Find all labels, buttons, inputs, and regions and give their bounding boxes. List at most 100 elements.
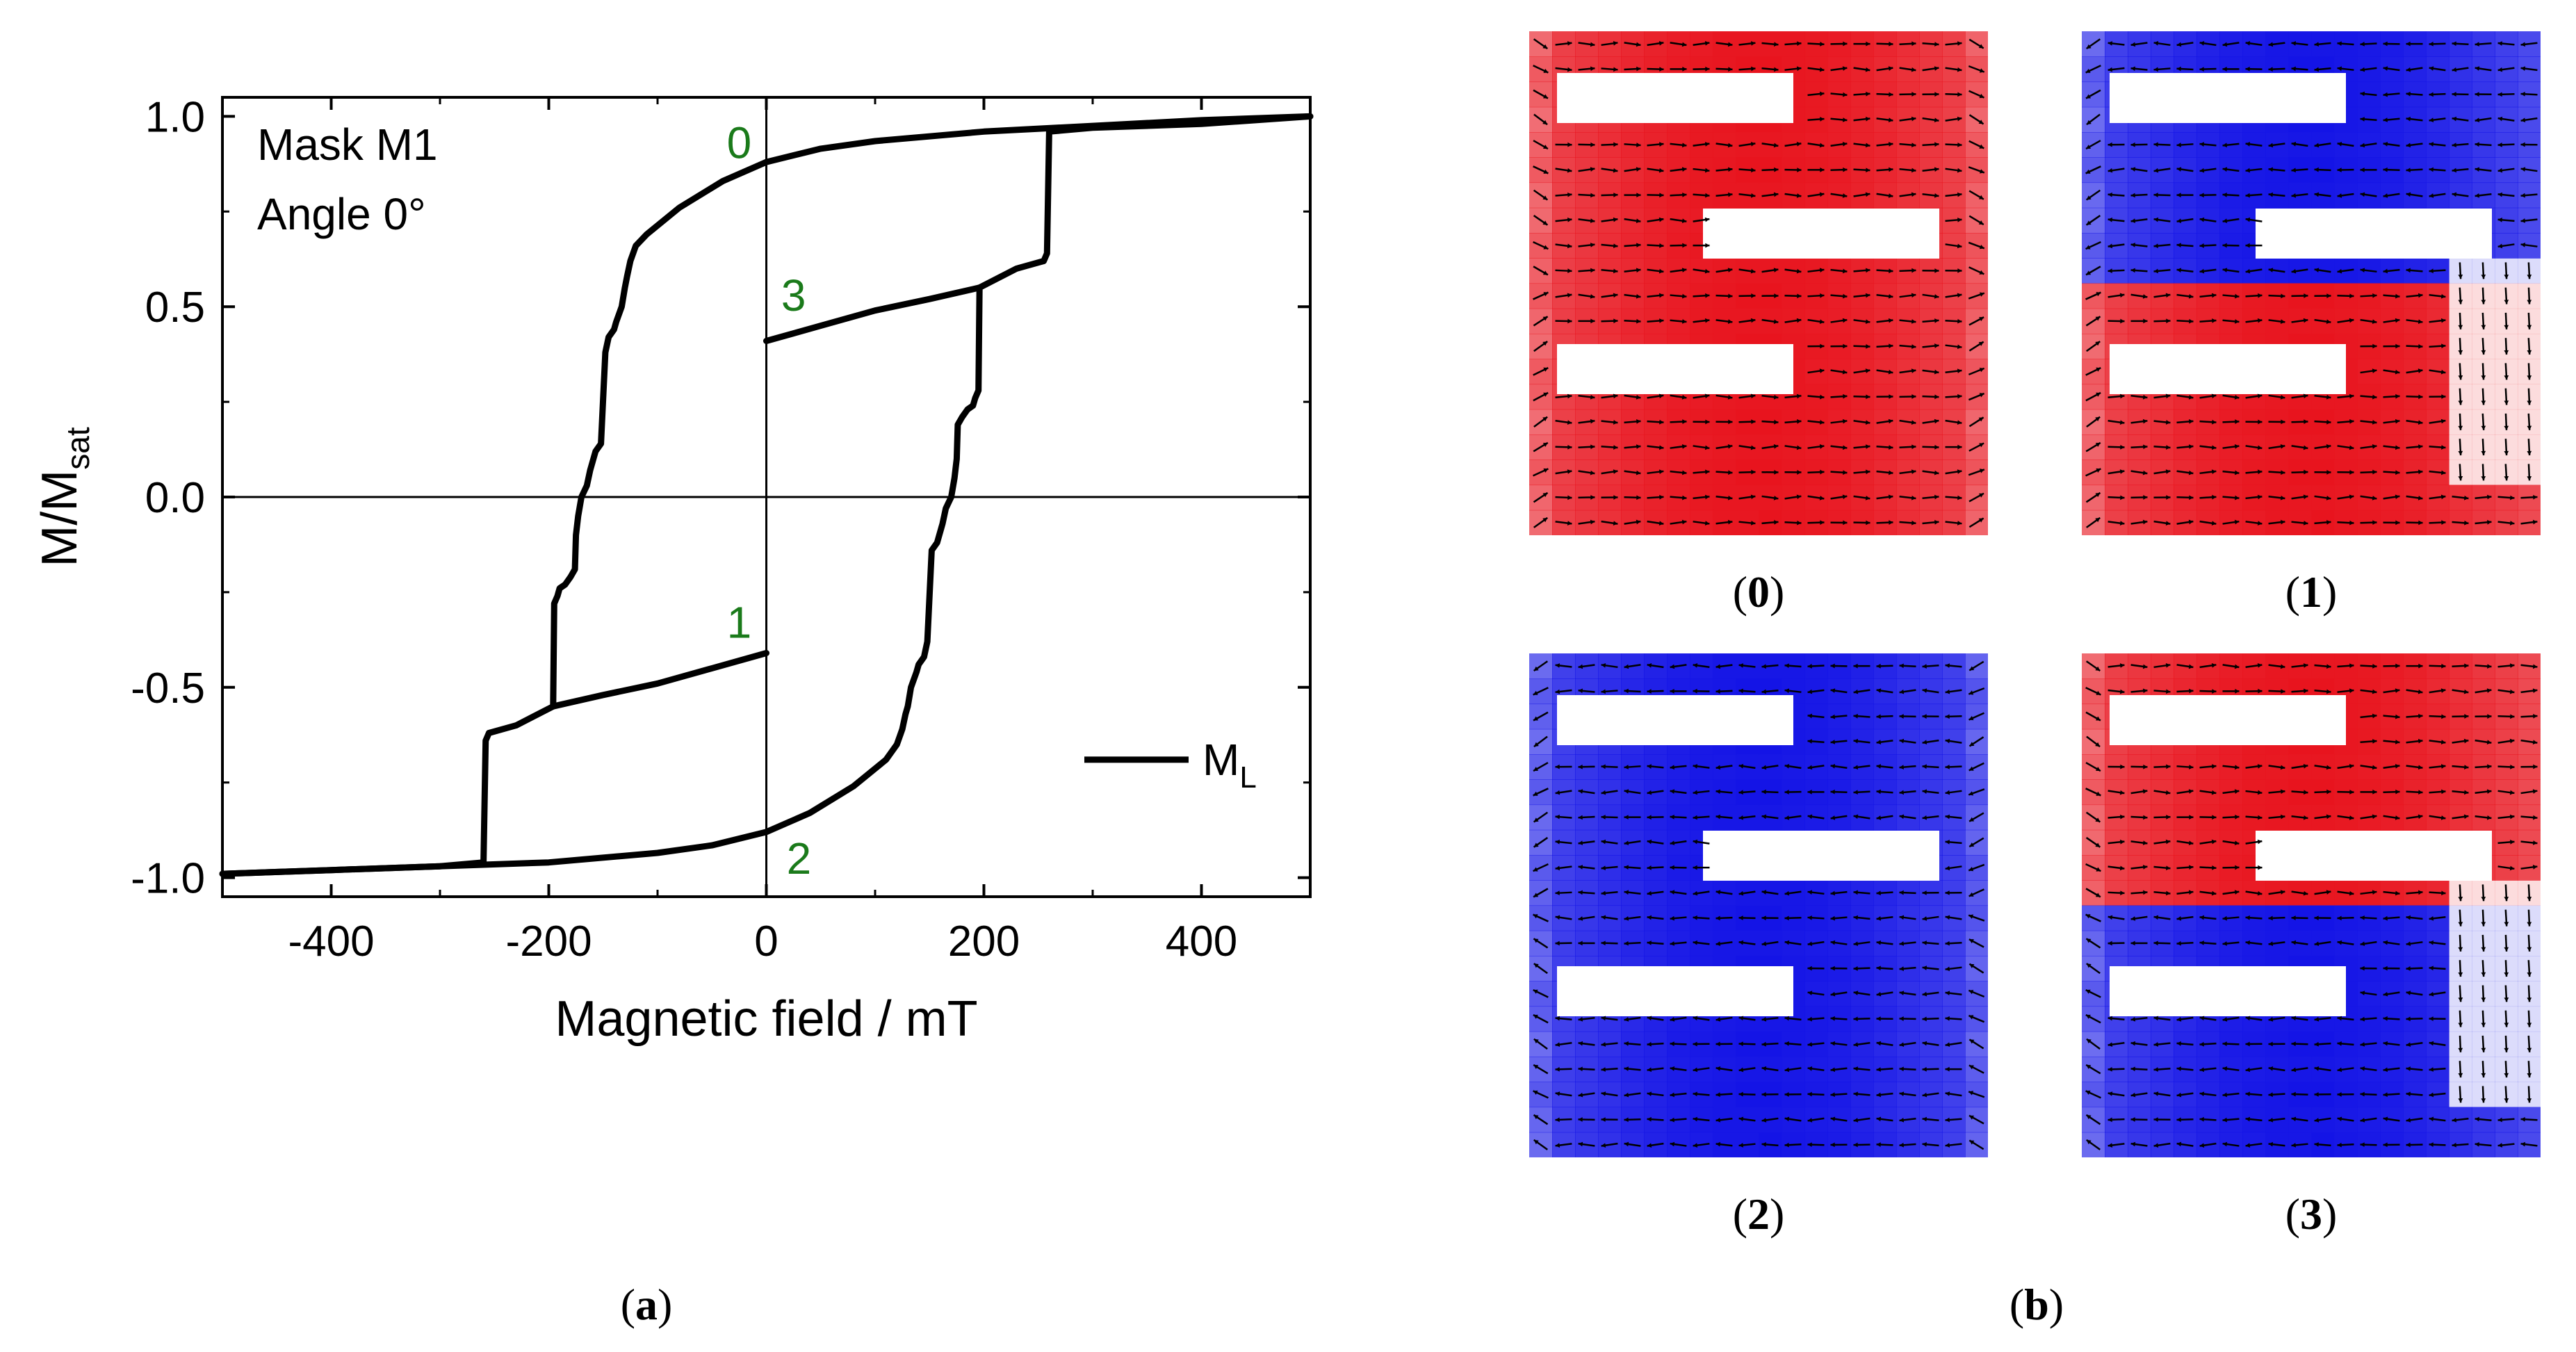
magnetization-arrowhead (2211, 839, 2217, 845)
magnetization-arrowhead (1601, 1067, 1606, 1072)
magnetization-arrowhead (2095, 341, 2101, 346)
magnetization-arrowhead (2176, 268, 2182, 273)
magnetization-arrowhead (2176, 1141, 2182, 1147)
magnetization-arrowhead (1624, 765, 1629, 769)
micromagnetic-panel-2 (1529, 653, 1988, 1157)
magnetization-arrowhead (1945, 1066, 1950, 1072)
magnetization-arrowhead (1978, 44, 1984, 49)
magnetization-arrowhead (2245, 217, 2251, 222)
magnetization-arrowhead (1624, 1041, 1629, 1046)
magnetization-arrowhead (2372, 394, 2377, 400)
magnetization-arrowhead (1647, 815, 1652, 820)
magnetization-arrowhead (1533, 963, 1539, 968)
magnetization-arrowhead (2257, 445, 2263, 450)
magnetization-arrowhead (2108, 142, 2112, 147)
magnetization-arrowhead (1979, 368, 1984, 373)
nonmagnetic-hole (1703, 831, 1939, 881)
magnetization-arrowhead (1853, 1142, 1858, 1148)
magnetization-arrowhead (1751, 419, 1756, 425)
magnetization-arrowhead (1728, 293, 1733, 299)
magnetization-arrowhead (2487, 520, 2492, 525)
magnetization-arrowhead (1773, 443, 1779, 449)
magnetization-arrowhead (2395, 740, 2400, 744)
magnetization-arrowhead (2291, 193, 2297, 198)
magnetization-arrowhead (1945, 915, 1950, 920)
magnetization-arrowhead (2153, 1016, 2159, 1021)
magnetization-arrowhead (2153, 1117, 2158, 1122)
magnetization-arrowhead (1853, 915, 1859, 920)
magnetization-arrowhead (1542, 220, 1548, 225)
magnetization-arrowhead (1876, 764, 1882, 769)
magnetization-arrowhead (2130, 916, 2136, 921)
magnetization-arrowhead (2119, 521, 2125, 526)
magnetization-arrowhead (1969, 842, 1975, 847)
magnetization-arrowhead (1601, 815, 1606, 820)
magnetization-arrowhead (1774, 470, 1779, 475)
magnetization-arrowhead (1738, 763, 1744, 769)
magnetization-arrowhead (2245, 1143, 2251, 1148)
magnetization-arrowhead (1784, 890, 1790, 896)
magnetization-arrowhead (1796, 393, 1802, 399)
magnetization-arrowhead (2326, 814, 2331, 820)
magnetization-arrowhead (1865, 368, 1870, 373)
magnetization-arrowhead (2291, 915, 2296, 920)
magnetization-arrowhead (1681, 142, 1687, 148)
magnetization-arrowhead (2504, 325, 2509, 329)
magnetization-arrowhead (1796, 494, 1802, 500)
magnetization-arrowhead (1705, 469, 1710, 475)
magnetization-arrowhead (1842, 494, 1848, 500)
magnetization-arrowhead (1542, 120, 1548, 125)
magnetization-arrowhead (1922, 916, 1927, 921)
magnetization-arrowhead (2096, 690, 2101, 695)
magnetization-arrowhead (2258, 469, 2263, 475)
magnetization-arrowhead (2291, 41, 2297, 46)
magnetization-arrowhead (1555, 1143, 1560, 1148)
magnetization-arrowhead (1957, 318, 1962, 324)
magnetization-arrowhead (2314, 1066, 2320, 1071)
nonmagnetic-hole (1557, 966, 1793, 1016)
magnetization-arrowhead (1533, 842, 1539, 847)
magnetization-arrowhead (2268, 1066, 2274, 1071)
magnetization-arrowhead (1543, 392, 1549, 397)
magnetization-arrowhead (1704, 142, 1710, 147)
magnetization-arrowhead (1979, 317, 1984, 322)
magnetization-arrowhead (1624, 890, 1629, 895)
magnetization-arrowhead (2095, 666, 2101, 671)
point-label-2: 2 (787, 833, 812, 883)
magnetization-arrowhead (2349, 763, 2354, 769)
magnetization-arrowhead (1830, 1142, 1835, 1148)
magnetization-arrowhead (1636, 294, 1641, 299)
magnetization-arrowhead (1601, 689, 1606, 694)
magnetization-arrowhead (1889, 445, 1893, 450)
magnetization-arrowhead (2176, 1041, 2181, 1046)
magnetization-arrowhead (1738, 663, 1744, 668)
magnetization-arrowhead (1876, 688, 1882, 693)
magnetization-arrowhead (2291, 1116, 2297, 1122)
magnetization-arrowhead (2527, 325, 2532, 329)
magnetization-arrowhead (2268, 142, 2274, 148)
magnetization-arrowhead (1659, 142, 1664, 147)
magnetization-arrowhead (2481, 450, 2486, 456)
magnetization-arrowhead (1658, 168, 1664, 173)
magnetization-arrowhead (1578, 840, 1583, 845)
magnetization-arrowhead (1876, 915, 1882, 921)
magnetization-arrowhead (1945, 890, 1950, 895)
magnetization-arrowhead (2337, 915, 2342, 921)
magnetization-arrowhead (1624, 1141, 1629, 1147)
magnetization-arrowhead (1590, 519, 1595, 525)
magnetization-arrowhead (1750, 393, 1756, 399)
magnetization-arrowhead (2222, 142, 2228, 148)
magnetization-arrowhead (1658, 393, 1664, 399)
magnetization-arrowhead (2235, 688, 2240, 694)
magnetization-arrowhead (1899, 765, 1904, 769)
magnetization-arrowhead (2268, 192, 2273, 197)
magnetization-arrowhead (1613, 495, 1618, 500)
magnetization-arrowhead (1774, 42, 1779, 47)
magnetization-arrowhead (1567, 268, 1572, 274)
magnetization-arrowhead (2475, 167, 2480, 172)
magnetization-arrowhead (2212, 815, 2217, 820)
magnetization-arrowhead (1542, 316, 1548, 321)
magnetization-arrowhead (1543, 367, 1549, 372)
magnetization-arrowhead (1978, 518, 1984, 523)
magnetization-arrowhead (1578, 1066, 1583, 1072)
